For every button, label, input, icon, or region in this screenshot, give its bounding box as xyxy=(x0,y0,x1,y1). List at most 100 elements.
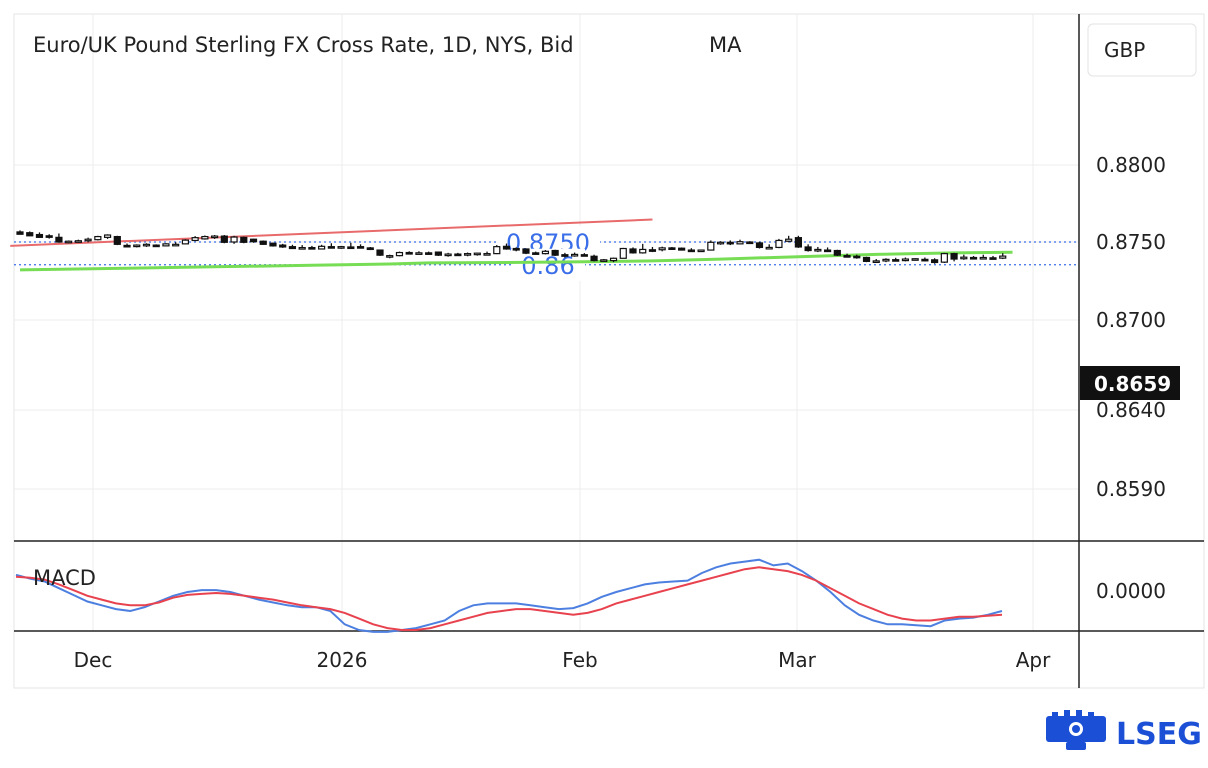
price-tick-label: 0.8750 xyxy=(1096,230,1166,254)
candle xyxy=(804,244,812,252)
candle xyxy=(103,234,112,239)
candle xyxy=(726,240,734,246)
candle xyxy=(74,239,82,243)
price-tick-label: 0.8700 xyxy=(1096,308,1166,332)
candle xyxy=(609,257,618,263)
candle xyxy=(211,235,219,239)
candle xyxy=(648,246,657,253)
candle xyxy=(35,232,44,238)
candle xyxy=(502,243,511,250)
candle xyxy=(366,246,374,251)
candle xyxy=(425,251,433,255)
price-tick-label: 0.8800 xyxy=(1096,153,1166,177)
currency-button[interactable] xyxy=(1087,23,1197,77)
candle xyxy=(454,252,462,257)
ma-line xyxy=(19,250,1013,272)
candlestick-layer xyxy=(16,230,1007,264)
chart-frame xyxy=(13,13,1205,689)
candle xyxy=(668,246,676,250)
candle xyxy=(639,243,647,254)
candle xyxy=(736,239,744,245)
lseg-logo-text: LSEG xyxy=(1116,717,1202,752)
last-price-value: 0.8659 xyxy=(1094,372,1171,396)
candle xyxy=(84,237,92,243)
macd-signal-line xyxy=(15,566,1003,631)
candle xyxy=(337,245,345,249)
candle xyxy=(16,230,24,235)
candle xyxy=(356,244,365,249)
candle xyxy=(65,240,73,244)
candle xyxy=(94,235,102,241)
candle xyxy=(269,242,277,247)
candle xyxy=(678,247,686,251)
candle xyxy=(26,231,34,237)
candle xyxy=(240,236,248,244)
candle xyxy=(687,248,695,253)
candle xyxy=(162,243,170,247)
candle xyxy=(473,252,481,256)
time-tick-label: Mar xyxy=(778,648,817,672)
candle xyxy=(191,236,199,242)
candle xyxy=(434,251,442,256)
candle xyxy=(755,241,764,249)
candle xyxy=(249,238,258,243)
candle xyxy=(658,246,666,252)
chart-grid xyxy=(14,14,1079,631)
candle xyxy=(113,235,121,246)
candle xyxy=(493,245,501,255)
lseg-crest-icon xyxy=(1046,710,1106,750)
candle xyxy=(746,241,754,245)
candle xyxy=(853,254,861,259)
price-tick-label: 0.8640 xyxy=(1096,398,1166,422)
candle xyxy=(911,258,919,261)
candle xyxy=(386,254,394,259)
candle xyxy=(892,257,900,262)
candle xyxy=(989,255,997,260)
candle xyxy=(376,249,384,256)
candle xyxy=(347,242,355,250)
candle xyxy=(308,245,316,250)
candle xyxy=(814,246,822,253)
candle xyxy=(298,245,306,250)
candle xyxy=(551,249,559,256)
candle xyxy=(532,251,540,255)
candle xyxy=(181,239,190,245)
time-tick-label: 2026 xyxy=(317,648,368,672)
candle xyxy=(142,243,151,247)
candle xyxy=(327,243,335,249)
candle xyxy=(765,244,773,250)
candle xyxy=(969,255,978,260)
indicator-label: MA xyxy=(709,33,742,57)
macd-label: MACD xyxy=(33,566,96,590)
candle xyxy=(55,233,63,243)
candle xyxy=(775,238,783,249)
candle xyxy=(707,240,715,251)
candle xyxy=(901,257,910,262)
candle xyxy=(444,252,452,257)
candle xyxy=(843,253,851,258)
candle xyxy=(230,235,238,244)
candle xyxy=(697,249,705,253)
candle xyxy=(629,247,637,254)
candle xyxy=(794,235,803,248)
candle xyxy=(395,251,404,257)
candle xyxy=(960,254,968,260)
candle xyxy=(172,242,180,247)
candle xyxy=(999,253,1007,260)
candle xyxy=(940,252,948,263)
candle xyxy=(571,252,579,257)
candle xyxy=(979,254,987,260)
lseg-logo: LSEG xyxy=(1046,710,1202,752)
time-axis-labels: Dec 2026 Feb Mar Apr xyxy=(74,648,1051,672)
candle xyxy=(921,257,929,262)
candle xyxy=(785,235,793,243)
price-tick-label: 0.8590 xyxy=(1096,477,1166,501)
candle xyxy=(522,248,530,255)
candle xyxy=(882,258,890,263)
candle xyxy=(220,235,228,244)
last-price-badge xyxy=(1080,366,1180,400)
candle xyxy=(405,251,413,255)
candle xyxy=(512,247,520,252)
candle xyxy=(561,252,569,258)
